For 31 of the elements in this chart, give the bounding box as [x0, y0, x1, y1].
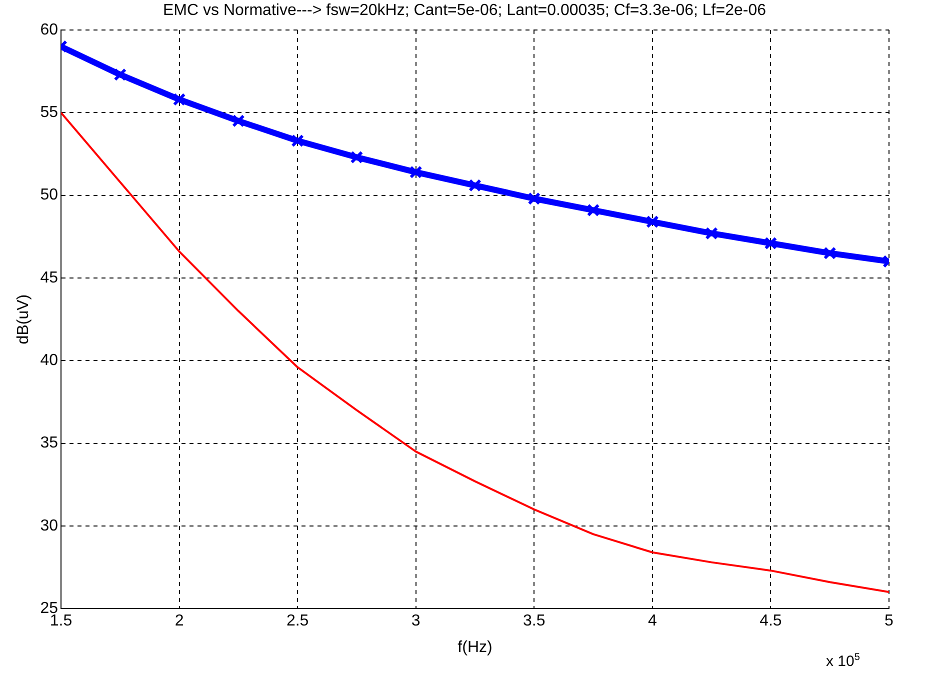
point	[232, 114, 245, 128]
point	[409, 166, 422, 179]
y-tick-label: 50	[40, 186, 58, 204]
x-tick-label: 2.5	[286, 612, 309, 630]
y-tick-label: 40	[40, 352, 58, 370]
point	[528, 192, 541, 206]
point	[350, 150, 364, 164]
point	[468, 178, 482, 192]
y-tick-label: 35	[40, 434, 58, 452]
point	[291, 134, 304, 148]
y-tick-label: 30	[40, 517, 58, 534]
x-tick-label: 3.5	[523, 612, 546, 630]
point	[114, 68, 127, 82]
x-tick-label: 5	[884, 612, 894, 630]
point	[823, 246, 836, 260]
y-axis-title: dB(uV)	[15, 294, 32, 344]
y-tick-label: 55	[40, 104, 58, 122]
y-tick-label: 60	[40, 21, 58, 38]
y-tick-label: 45	[40, 269, 58, 286]
point	[705, 226, 718, 240]
point	[646, 215, 659, 228]
x-tick-label: 4.5	[760, 612, 782, 630]
x-tick-label: 3	[411, 612, 420, 630]
point	[586, 204, 600, 217]
text: x 10$^{5}$	[826, 652, 860, 670]
x-tick-label: 4	[648, 612, 657, 630]
point	[172, 92, 186, 106]
chart-title: EMC vs Normative---> fsw=20kHz; Cant=5e-06; Lant=0.00035; Cf=3.3e-06; Lf=2e-06	[162, 2, 767, 20]
x-axis-title: f(Hz)	[458, 638, 492, 656]
point	[764, 236, 778, 250]
x-tick-label: 2	[174, 612, 184, 630]
